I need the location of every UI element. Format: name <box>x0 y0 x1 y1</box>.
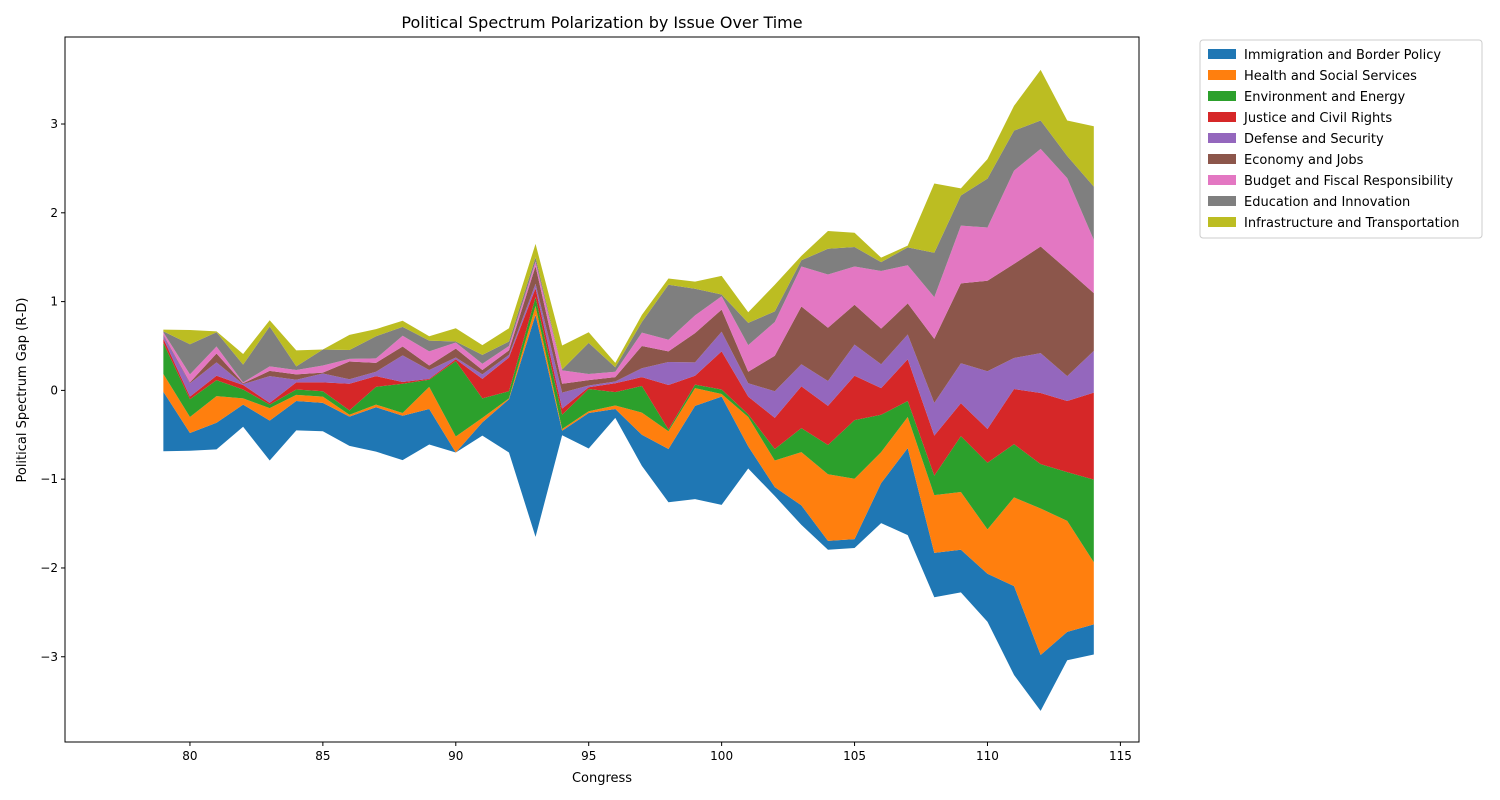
x-tick-label: 115 <box>1109 749 1132 763</box>
legend-swatch <box>1208 175 1236 185</box>
legend-label: Environment and Energy <box>1244 90 1406 105</box>
legend-swatch <box>1208 49 1236 59</box>
y-tick-label: −1 <box>40 472 58 486</box>
legend-label: Education and Innovation <box>1244 195 1410 210</box>
area-justice-and-civil-rights <box>163 288 1094 480</box>
legend-swatch <box>1208 196 1236 206</box>
legend-label: Economy and Jobs <box>1244 153 1364 168</box>
x-tick-label: 80 <box>182 749 197 763</box>
legend: Immigration and Border Policy Health and … <box>1199 39 1483 239</box>
y-axis: −3 −2 −1 0 1 2 3 <box>40 117 65 664</box>
y-tick-label: 1 <box>50 295 58 309</box>
plot-frame <box>64 36 1140 743</box>
legend-label: Infrastructure and Transportation <box>1244 216 1460 231</box>
area-budget-and-fiscal-responsibility <box>163 148 1094 384</box>
y-tick-label: 3 <box>50 117 58 131</box>
y-tick-label: 2 <box>50 206 58 220</box>
x-tick-label: 90 <box>448 749 463 763</box>
legend-label: Immigration and Border Policy <box>1244 48 1441 63</box>
legend-label: Justice and Civil Rights <box>1243 111 1392 126</box>
y-tick-label: −2 <box>40 561 58 575</box>
legend-label: Budget and Fiscal Responsibility <box>1244 174 1453 189</box>
legend-label: Health and Social Services <box>1244 69 1417 84</box>
legend-swatch <box>1208 112 1236 122</box>
x-tick-label: 95 <box>581 749 596 763</box>
legend-frame <box>1199 39 1483 239</box>
legend-swatch <box>1208 217 1236 227</box>
series-areas <box>163 69 1094 711</box>
area-education-and-innovation <box>163 120 1094 383</box>
y-tick-label: 0 <box>50 383 58 397</box>
x-tick-label: 100 <box>710 749 733 763</box>
area-infrastructure-and-transportation <box>163 69 1094 370</box>
chart-title: Political Spectrum Polarization by Issue… <box>401 13 802 32</box>
x-tick-label: 105 <box>843 749 866 763</box>
y-axis-label: Political Spectrum Gap (R-D) <box>15 297 30 482</box>
legend-swatch <box>1208 133 1236 143</box>
x-tick-label: 110 <box>976 749 999 763</box>
x-tick-label: 85 <box>315 749 330 763</box>
legend-swatch <box>1208 91 1236 101</box>
legend-swatch <box>1208 154 1236 164</box>
legend-swatch <box>1208 70 1236 80</box>
y-tick-label: −3 <box>40 650 58 664</box>
legend-label: Defense and Security <box>1244 132 1384 147</box>
x-axis: 80 85 90 95 100 105 110 115 <box>182 742 1132 763</box>
area-economy-and-jobs <box>163 246 1094 403</box>
x-axis-label: Congress <box>572 771 632 786</box>
area-immigration-and-border-policy <box>163 314 1094 711</box>
